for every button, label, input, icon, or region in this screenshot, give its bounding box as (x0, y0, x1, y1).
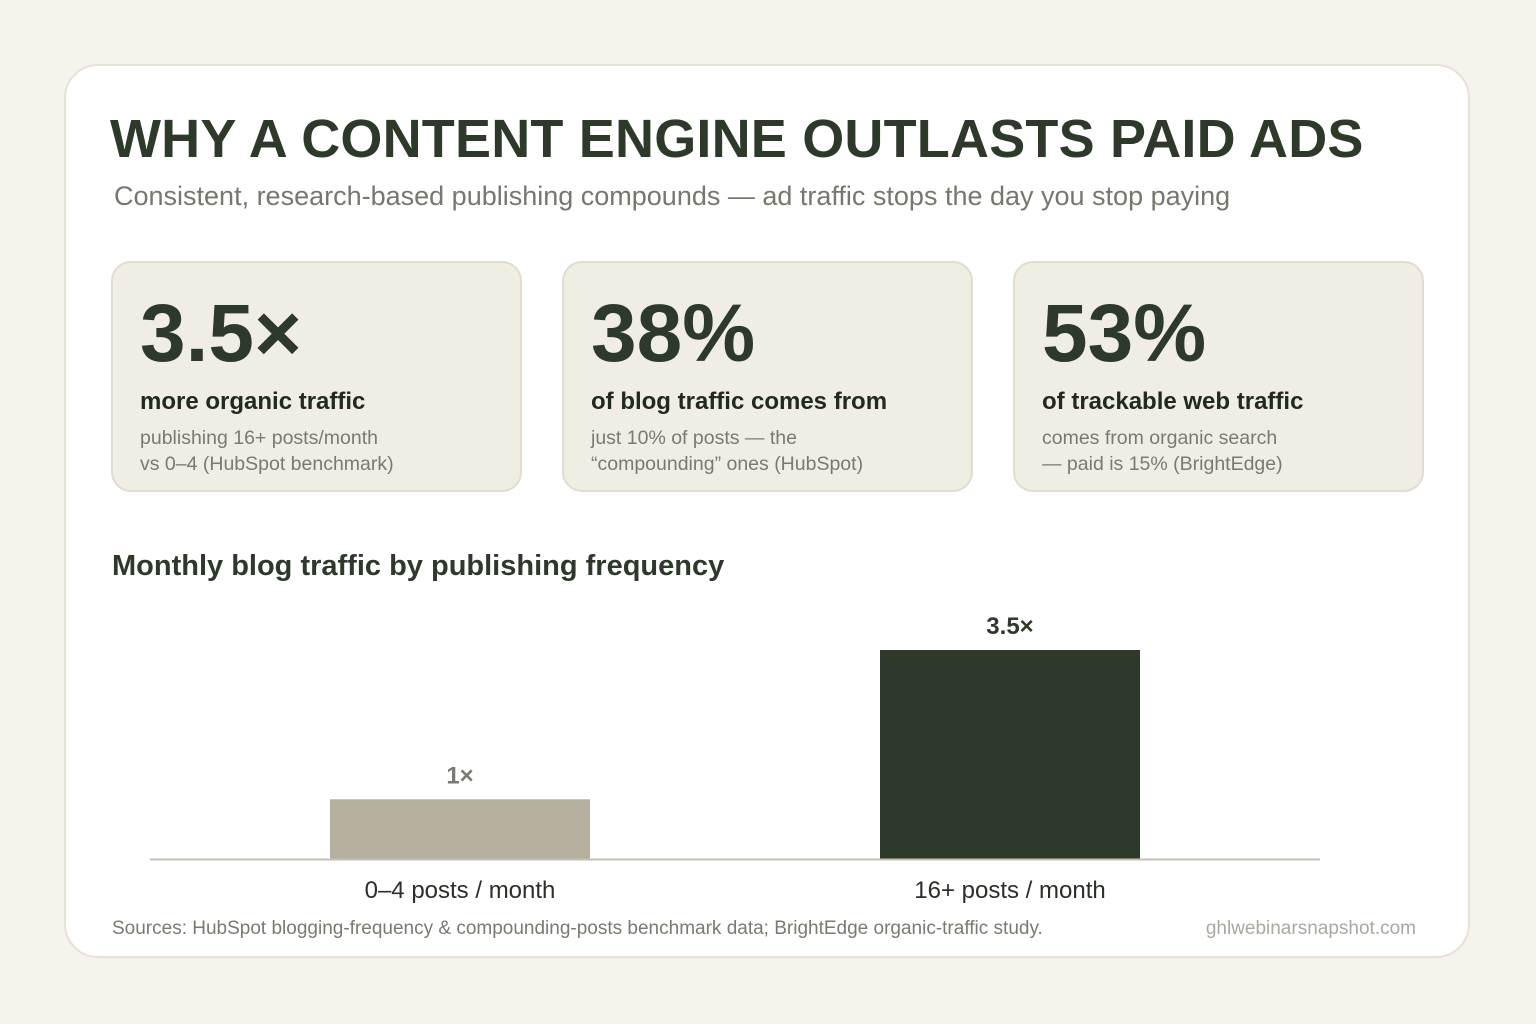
stat-description: comes from organic search — paid is 15% … (1042, 425, 1283, 477)
category-label: 16+ posts / month (914, 877, 1105, 904)
bar-value-label: 1× (446, 762, 473, 789)
bar-1 (330, 799, 590, 859)
stat-description-line: just 10% of posts — the (591, 427, 797, 449)
category-label: 0–4 posts / month (365, 877, 556, 904)
stat-description-line: publishing 16+ posts/month (140, 427, 378, 449)
stat-label: of blog traffic comes from (591, 388, 888, 415)
stat-label: of trackable web traffic (1042, 388, 1304, 415)
stat-description-line: — paid is 15% (BrightEdge) (1042, 453, 1283, 475)
stat-value: 3.5× (140, 288, 302, 379)
stat-label: more organic traffic (140, 388, 366, 415)
stat-description: just 10% of posts — the “compounding” on… (591, 425, 863, 477)
sources-note: Sources: HubSpot blogging-frequency & co… (112, 918, 1043, 939)
main-card (64, 64, 1470, 958)
stat-description-line: vs 0–4 (HubSpot benchmark) (140, 453, 394, 475)
stat-description-line: comes from organic search (1042, 427, 1278, 449)
site-url: ghlwebinarsnapshot.com (1205, 918, 1416, 939)
bar-2 (880, 650, 1140, 859)
stat-card-compounding-posts: 38% of blog traffic comes from just 10% … (562, 261, 973, 492)
stat-card-organic-traffic: 3.5× more organic traffic publishing 16+… (111, 261, 522, 492)
bar-value-label: 3.5× (986, 613, 1033, 640)
stat-description: publishing 16+ posts/month vs 0–4 (HubSp… (140, 425, 394, 477)
stat-value: 38% (591, 288, 756, 379)
page-title: WHY A CONTENT ENGINE OUTLASTS PAID ADS (110, 109, 1364, 169)
stat-value: 53% (1042, 288, 1207, 379)
chart-title: Monthly blog traffic by publishing frequ… (112, 550, 725, 582)
stat-card-organic-search: 53% of trackable web traffic comes from … (1013, 261, 1424, 492)
page-subtitle: Consistent, research-based publishing co… (114, 181, 1231, 211)
stat-description-line: “compounding” ones (HubSpot) (591, 453, 864, 475)
